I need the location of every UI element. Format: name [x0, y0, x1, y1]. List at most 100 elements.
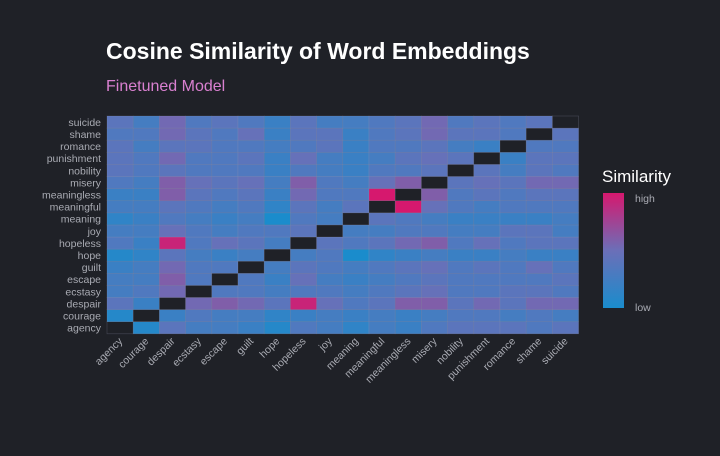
heatmap-cell	[447, 321, 475, 335]
heatmap-cell	[106, 236, 134, 250]
heatmap-cell	[211, 200, 239, 214]
heatmap-cell	[499, 152, 527, 165]
heatmap-cell	[394, 176, 422, 189]
heatmap-cell	[185, 164, 213, 177]
heatmap-cell	[421, 272, 448, 286]
heatmap-cell	[159, 176, 186, 189]
heatmap-cell	[421, 164, 448, 177]
heatmap-cell	[263, 200, 291, 214]
heatmap-cell	[263, 115, 291, 129]
heatmap-cell	[394, 285, 422, 298]
heatmap-cell	[316, 188, 344, 202]
heatmap-cell	[552, 200, 579, 214]
heatmap-cell	[290, 248, 317, 262]
heatmap-cell	[159, 200, 186, 214]
heatmap-cell	[237, 152, 265, 165]
heatmap-cell	[499, 115, 527, 129]
heatmap-cell	[211, 176, 239, 189]
heatmap-cell	[421, 188, 448, 202]
heatmap-cell	[211, 127, 239, 141]
heatmap-cell	[185, 200, 213, 214]
heatmap-cell	[211, 188, 239, 202]
heatmap-cell	[447, 224, 475, 238]
heatmap-cells	[106, 115, 579, 335]
heatmap-cell	[290, 139, 317, 153]
heatmap-cell	[499, 321, 527, 335]
y-tick-label: punishment	[47, 153, 101, 165]
heatmap-cell	[185, 236, 213, 250]
heatmap-cell	[368, 272, 396, 286]
heatmap-cell	[211, 224, 239, 238]
heatmap-diagonal-cell	[237, 260, 265, 274]
y-tick-label: guilt	[82, 262, 101, 274]
heatmap-cell	[447, 139, 475, 153]
heatmap-cell	[290, 285, 317, 298]
heatmap-diagonal-cell	[368, 200, 396, 214]
heatmap-cell	[290, 224, 317, 238]
y-tick-label: hopeless	[59, 238, 101, 250]
heatmap-cell	[368, 260, 396, 274]
heatmap-cell	[421, 309, 448, 323]
heatmap-cell	[132, 188, 160, 202]
y-tick-label: shame	[69, 129, 101, 141]
heatmap-diagonal-cell	[290, 236, 317, 250]
heatmap-cell	[525, 224, 553, 238]
heatmap-cell	[342, 285, 370, 298]
heatmap-cell	[132, 297, 160, 310]
heatmap-cell	[421, 139, 448, 153]
heatmap-cell	[525, 200, 553, 214]
heatmap-cell	[185, 127, 213, 141]
heatmap-cell	[368, 285, 396, 298]
heatmap-cell	[525, 321, 553, 335]
heatmap-cell	[447, 188, 475, 202]
heatmap-cell	[342, 176, 370, 189]
heatmap-cell	[237, 297, 265, 310]
heatmap-cell	[394, 115, 422, 129]
heatmap-cell	[447, 127, 475, 141]
heatmap-diagonal-cell	[106, 321, 134, 335]
heatmap-cell	[473, 188, 501, 202]
heatmap-cell	[263, 152, 291, 165]
heatmap-cell	[394, 152, 422, 165]
heatmap-cell	[263, 309, 291, 323]
heatmap-cell	[499, 188, 527, 202]
heatmap-cell	[447, 309, 475, 323]
heatmap-cell	[290, 212, 317, 226]
heatmap-cell	[185, 224, 213, 238]
heatmap-cell	[263, 236, 291, 250]
heatmap-cell	[263, 285, 291, 298]
heatmap-cell	[263, 212, 291, 226]
heatmap-cell	[552, 188, 579, 202]
heatmap-cell	[473, 285, 501, 298]
heatmap-cell	[263, 127, 291, 141]
heatmap-cell	[290, 115, 317, 129]
heatmap-cell	[211, 260, 239, 274]
heatmap-cell	[316, 260, 344, 274]
heatmap-cell	[132, 139, 160, 153]
heatmap-cell	[394, 224, 422, 238]
heatmap-cell	[159, 309, 186, 323]
heatmap-cell	[368, 127, 396, 141]
heatmap-diagonal-cell	[316, 224, 344, 238]
heatmap-cell	[159, 248, 186, 262]
heatmap-cell	[106, 212, 134, 226]
heatmap-cell	[499, 260, 527, 274]
heatmap-cell	[394, 139, 422, 153]
heatmap-cell	[473, 224, 501, 238]
heatmap-cell	[211, 321, 239, 335]
heatmap-cell	[499, 164, 527, 177]
heatmap-cell	[263, 272, 291, 286]
heatmap-cell	[132, 236, 160, 250]
heatmap-cell	[185, 115, 213, 129]
heatmap-cell	[525, 260, 553, 274]
heatmap-cell	[394, 297, 422, 310]
heatmap-cell	[132, 248, 160, 262]
heatmap-cell	[447, 152, 475, 165]
heatmap-cell	[342, 139, 370, 153]
heatmap-cell	[211, 212, 239, 226]
heatmap-cell	[106, 272, 134, 286]
heatmap-cell	[552, 139, 579, 153]
heatmap-cell	[394, 164, 422, 177]
heatmap-cell	[525, 272, 553, 286]
heatmap-cell	[159, 236, 186, 250]
